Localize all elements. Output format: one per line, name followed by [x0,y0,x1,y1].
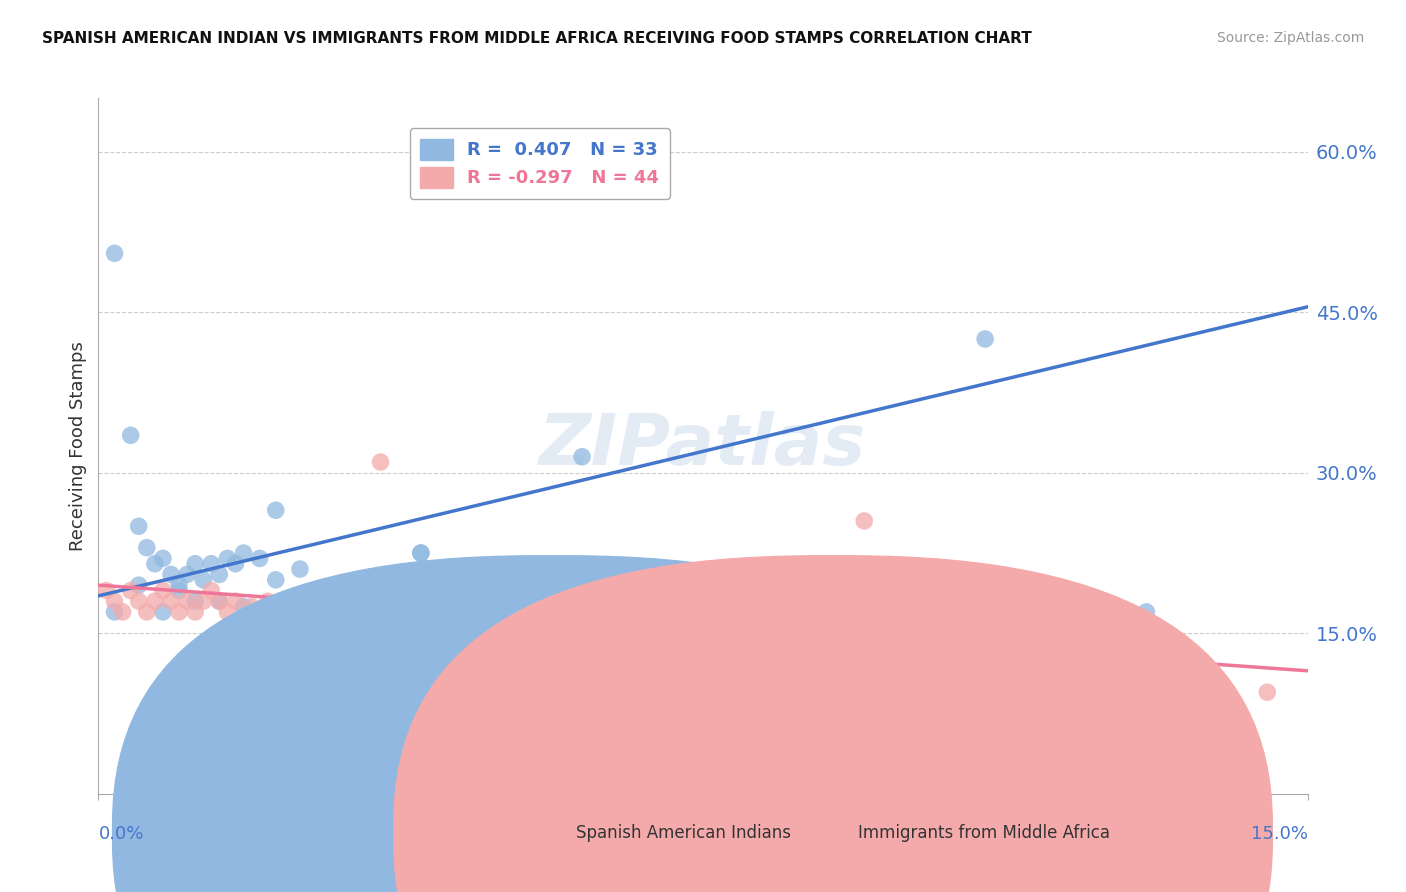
Point [651,610,673,624]
Point [571,450,593,464]
Point [297,599,319,614]
Point [249,605,271,619]
Point [733,573,755,587]
Point [208,594,231,608]
Point [120,583,142,598]
Point [224,594,246,608]
Point [264,573,287,587]
Point [329,615,352,630]
Point [143,557,166,571]
Point [571,599,593,614]
Point [103,246,125,260]
Point [120,428,142,442]
Point [176,567,198,582]
Point [167,583,190,598]
Point [974,332,997,346]
Point [128,519,150,533]
Text: ZIPatlas: ZIPatlas [540,411,866,481]
Point [974,621,997,635]
Point [160,594,183,608]
Point [232,599,254,614]
Point [135,541,157,555]
Point [409,546,432,560]
Point [288,562,311,576]
Point [193,594,215,608]
Point [111,605,134,619]
Point [853,514,876,528]
Legend: R =  0.407   N = 33, R = -0.297   N = 44: R = 0.407 N = 33, R = -0.297 N = 44 [409,128,671,199]
Point [264,605,287,619]
Point [530,610,553,624]
Point [152,551,174,566]
Point [103,594,125,608]
Point [152,583,174,598]
Point [176,594,198,608]
Point [200,557,222,571]
Point [1135,669,1157,683]
Text: Immigrants from Middle Africa: Immigrants from Middle Africa [858,824,1109,842]
Point [281,626,304,640]
Point [128,594,150,608]
Text: Spanish American Indians: Spanish American Indians [576,824,792,842]
Point [409,546,432,560]
Text: SPANISH AMERICAN INDIAN VS IMMIGRANTS FROM MIDDLE AFRICA RECEIVING FOOD STAMPS C: SPANISH AMERICAN INDIAN VS IMMIGRANTS FR… [42,31,1032,46]
Point [224,557,246,571]
Point [321,599,343,614]
Point [893,680,915,694]
Text: 15.0%: 15.0% [1250,825,1308,843]
Point [184,594,207,608]
Point [1135,605,1157,619]
Point [314,615,336,630]
Point [612,621,634,635]
Point [256,594,278,608]
Point [208,567,231,582]
Point [409,610,432,624]
Text: 0.0%: 0.0% [98,825,143,843]
Point [217,605,239,619]
Point [264,503,287,517]
Point [167,578,190,592]
Point [184,605,207,619]
Point [208,594,231,608]
Point [370,455,392,469]
Point [217,551,239,566]
Point [96,583,118,598]
Point [974,610,997,624]
Point [160,567,183,582]
Point [103,605,125,619]
Point [232,546,254,560]
Point [200,583,222,598]
Point [1256,685,1278,699]
Point [152,605,174,619]
Point [232,615,254,630]
Point [491,621,513,635]
Point [128,578,150,592]
Point [273,599,295,614]
Point [450,610,472,624]
Point [135,605,157,619]
Y-axis label: Receiving Food Stamps: Receiving Food Stamps [69,341,87,551]
Point [305,610,328,624]
Point [143,594,166,608]
Text: Source: ZipAtlas.com: Source: ZipAtlas.com [1216,31,1364,45]
Point [184,557,207,571]
Point [193,573,215,587]
Point [167,605,190,619]
Point [288,615,311,630]
Point [249,551,271,566]
Point [240,599,263,614]
